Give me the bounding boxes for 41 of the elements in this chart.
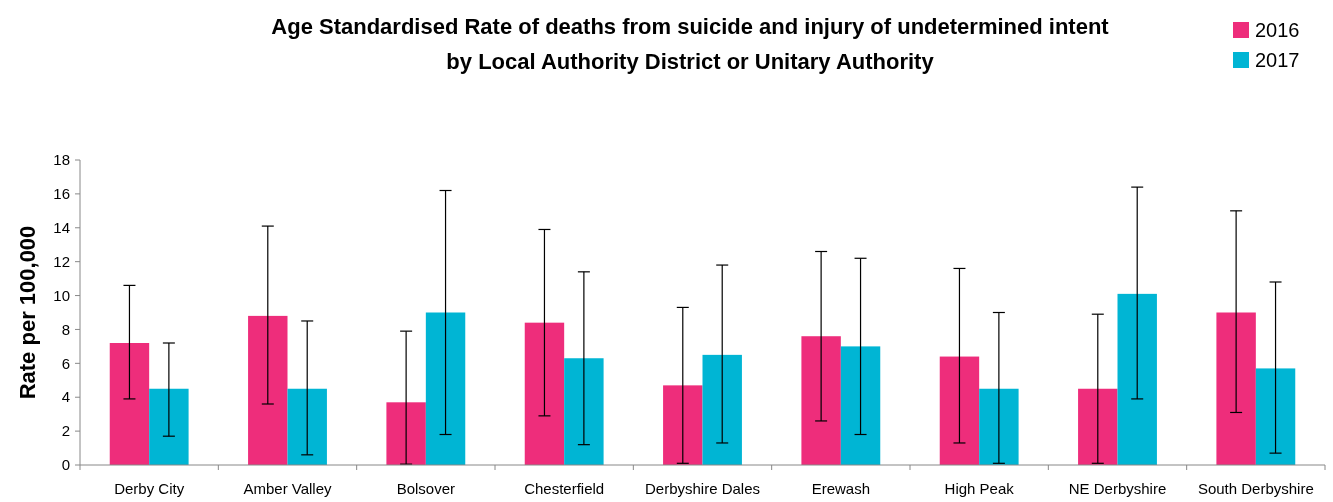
y-axis-title: Rate per 100,000 bbox=[15, 225, 40, 400]
bar bbox=[386, 402, 426, 465]
bar bbox=[840, 346, 881, 465]
bar bbox=[1117, 293, 1157, 465]
x-tick-label: NE Derbyshire bbox=[1068, 480, 1167, 497]
y-tick-label: 4 bbox=[61, 388, 70, 406]
bar bbox=[109, 343, 150, 465]
bar bbox=[248, 315, 288, 465]
bar bbox=[1255, 368, 1296, 465]
y-tick-label: 0 bbox=[61, 456, 70, 474]
bar bbox=[702, 354, 742, 465]
bar bbox=[1216, 312, 1256, 465]
x-tick-label: Chesterfield bbox=[524, 480, 605, 497]
y-tick-label: 6 bbox=[61, 354, 70, 372]
bar bbox=[663, 385, 703, 465]
bar bbox=[149, 388, 189, 465]
y-tick-label: 14 bbox=[53, 219, 70, 237]
y-tick-label: 16 bbox=[53, 185, 70, 203]
bar bbox=[564, 358, 604, 465]
bar bbox=[524, 322, 565, 465]
x-tick-label: Bolsover bbox=[396, 480, 456, 497]
bar bbox=[425, 312, 466, 465]
bar bbox=[1078, 388, 1118, 465]
x-tick-label: Erewash bbox=[811, 480, 871, 497]
x-tick-label: Derbyshire Dales bbox=[644, 480, 761, 497]
y-tick-label: 8 bbox=[61, 320, 70, 338]
x-tick-label: High Peak bbox=[944, 480, 1015, 497]
bar bbox=[287, 388, 327, 465]
bar bbox=[939, 356, 980, 465]
bar bbox=[979, 388, 1019, 465]
x-tick-label: South Derbyshire bbox=[1197, 480, 1314, 497]
bar bbox=[801, 336, 841, 465]
legend-label: 2016 bbox=[1255, 19, 1300, 41]
legend-label: 2017 bbox=[1255, 49, 1300, 71]
chart-title: Age Standardised Rate of deaths from suicide and injury of undetermined intent by Local Authority District or Unitary Authority bbox=[271, 14, 1110, 74]
x-tick-label: Amber Valley bbox=[243, 480, 333, 497]
x-tick-label: Derby City bbox=[114, 480, 185, 497]
y-tick-label: 2 bbox=[61, 422, 70, 440]
y-tick-label: 10 bbox=[53, 286, 70, 304]
y-tick-label: 12 bbox=[53, 252, 70, 270]
y-tick-label: 18 bbox=[53, 151, 70, 169]
